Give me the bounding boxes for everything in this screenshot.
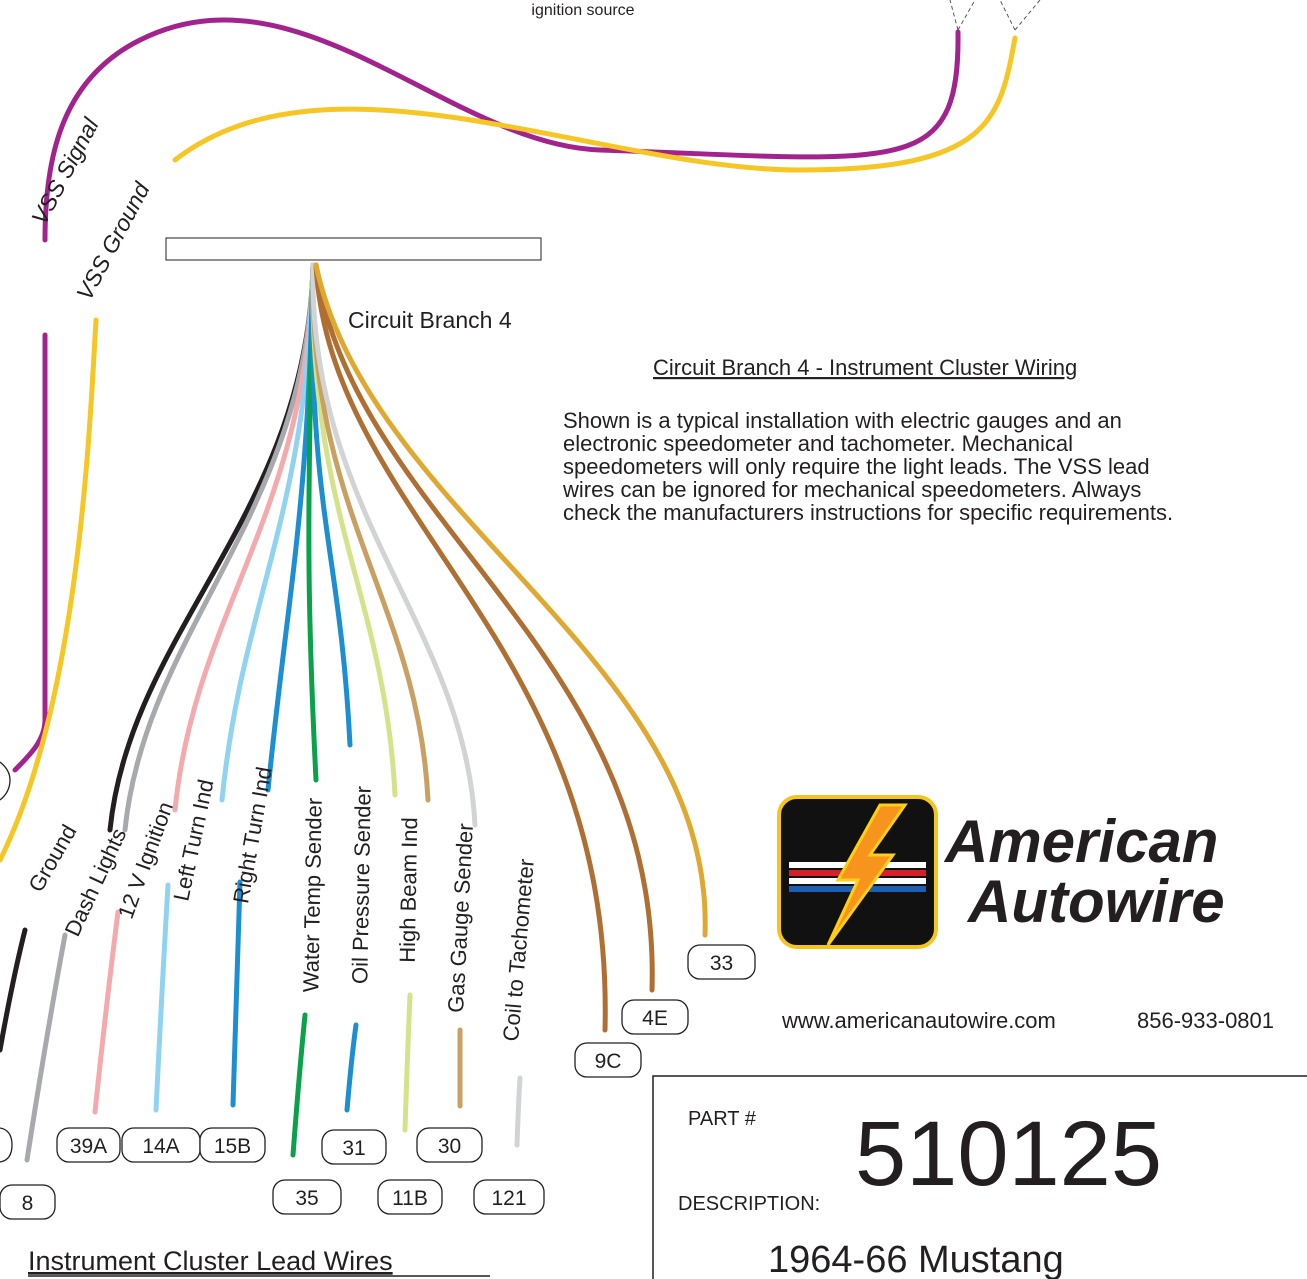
wire-label: Coil to Tachometer [498, 858, 539, 1042]
terminal [687, 944, 756, 980]
wire [172, 262, 316, 813]
circuit-number: 39A [70, 1135, 107, 1158]
terminal [416, 1127, 483, 1163]
circuit-number: 8 [22, 1192, 34, 1215]
wire-label: Ground [23, 820, 81, 896]
logo-line1: American [943, 808, 1218, 875]
terminal [272, 1179, 342, 1215]
wire [24, 932, 68, 1163]
wire [122, 262, 316, 833]
vss-signal-wire [12, 332, 48, 773]
wire [514, 1075, 523, 1148]
body-line: speedometers will only require the light… [563, 454, 1150, 479]
description-label: DESCRIPTION: [678, 1193, 820, 1215]
wire [313, 262, 608, 1033]
body-line: electronic speedometer and tachometer. M… [563, 431, 1073, 456]
terminal [321, 1129, 387, 1165]
circuit-number: 35 [295, 1187, 318, 1210]
vss-signal-wire [42, 17, 961, 243]
wire-label: Right Turn Ind [228, 765, 277, 905]
wire [230, 879, 243, 1108]
terminal [473, 1179, 545, 1215]
cut-terminal [0, 1127, 13, 1163]
terminal [0, 1184, 56, 1220]
wire [313, 262, 708, 938]
wire [290, 1012, 308, 1158]
wire-label: Oil Pressure Sender [347, 786, 375, 984]
logo-line2: Autowire [966, 868, 1225, 935]
part-box [652, 1075, 1307, 1279]
vss-signal-label: VSS Signal [26, 113, 104, 229]
ignition-note: ignition source [531, 2, 634, 19]
footer-title: Instrument Cluster Lead Wires [28, 1246, 393, 1276]
circuit-number: 33 [710, 952, 733, 975]
part-number: 510125 [855, 1103, 1162, 1205]
wire [313, 262, 655, 993]
vss-ground-wire [172, 35, 1018, 173]
body-line: wires can be ignored for mechanical spee… [562, 477, 1141, 502]
wire [310, 262, 478, 828]
circuit-number: 14A [142, 1135, 179, 1158]
wire [92, 909, 121, 1115]
circuit-number: 9C [595, 1050, 622, 1073]
wire [0, 927, 28, 1053]
branch-label: Circuit Branch 4 [348, 307, 512, 333]
vss-ground-label: VSS Ground [71, 177, 155, 304]
circuit-number: 30 [438, 1135, 461, 1158]
circuit-number: 31 [342, 1137, 365, 1160]
terminal [56, 1127, 121, 1163]
section-title: Circuit Branch 4 - Instrument Cluster Wi… [653, 355, 1077, 380]
vss-ground-wire [0, 317, 99, 863]
wire [402, 992, 413, 1133]
circuit-number: 4E [642, 1007, 668, 1030]
wire-label: Gas Gauge Sender [443, 823, 478, 1014]
phone: 856-933-0801 [1137, 1008, 1274, 1033]
cut-terminal [0, 761, 11, 801]
terminal [199, 1127, 266, 1163]
wire [153, 882, 171, 1113]
wire-label: High Beam Ind [395, 817, 423, 963]
circuit-number: 15B [214, 1135, 251, 1158]
description: 1964-66 Mustang [768, 1239, 1064, 1279]
circuit-number: 11B [392, 1187, 428, 1210]
circuit-number: 121 [491, 1187, 526, 1210]
body-line: Shown is a typical installation with ele… [563, 408, 1122, 433]
terminal [621, 999, 689, 1035]
website: www.americanautowire.com [781, 1008, 1056, 1033]
section-body: Shown is a typical installation with ele… [562, 408, 1173, 525]
connector [165, 237, 542, 261]
wire-label: Water Temp Sender [298, 798, 326, 993]
logo: American Autowire [777, 795, 1225, 949]
body-line: check the manufacturers instructions for… [563, 500, 1173, 525]
wire [344, 1022, 359, 1113]
terminal [574, 1042, 642, 1078]
part-label: PART # [688, 1108, 757, 1130]
connector-lines [949, 0, 1041, 31]
terminal [377, 1179, 443, 1215]
